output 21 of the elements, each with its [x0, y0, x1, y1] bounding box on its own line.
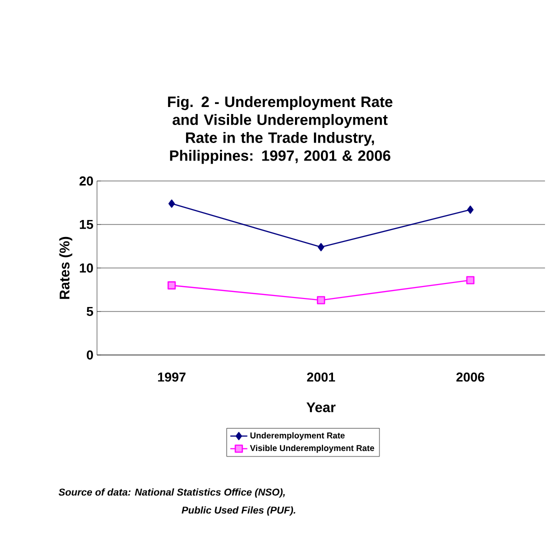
y-tick-label: 5 — [86, 306, 94, 316]
x-tick-label: 1997 — [158, 372, 186, 382]
point — [467, 206, 474, 214]
legend-label: Visible Underemployment Rate — [250, 444, 374, 453]
y-tick-label: 10 — [80, 263, 93, 273]
y-axis-title: Rates (%) — [59, 236, 72, 299]
point — [466, 276, 474, 284]
text: Public Used Files (PUF). — [182, 506, 296, 516]
y-tick-label: 15 — [80, 220, 94, 229]
x-tick-label: 2001 — [307, 372, 336, 382]
point — [318, 243, 324, 252]
legend-label: Underemployment Rate — [250, 432, 345, 440]
point — [316, 296, 326, 304]
y-tick-label: 20 — [80, 176, 93, 186]
chart-title: Fig. 2 - Underemployment Rate and Visible Underemployment Rate in the Trade Industry, Philippines: 1997, 2001 & 2006 — [168, 96, 392, 164]
x-tick-label: 2006 — [456, 372, 484, 382]
x-axis-title: Year — [306, 402, 336, 412]
source-note: Source of data: National Statistics Office (NSO), — [58, 488, 285, 498]
point — [168, 200, 175, 208]
y-tick-label: 0 — [86, 350, 93, 360]
point — [168, 281, 176, 290]
